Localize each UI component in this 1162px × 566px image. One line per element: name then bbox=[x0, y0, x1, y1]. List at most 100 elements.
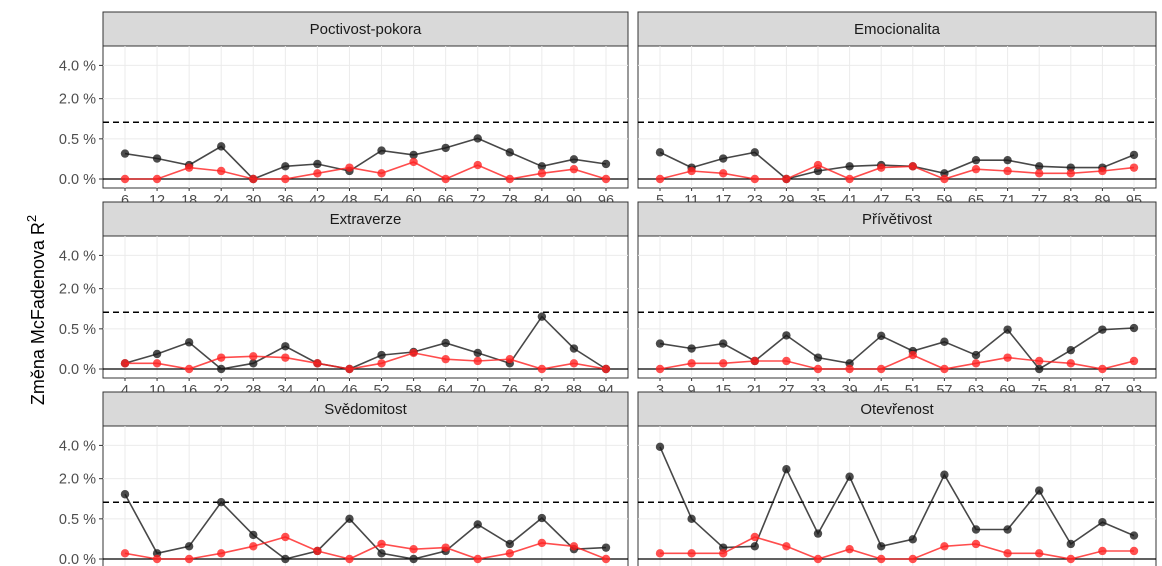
data-point-red bbox=[409, 544, 418, 554]
x-tick-label: 4 bbox=[121, 383, 129, 399]
data-point-red bbox=[281, 174, 290, 184]
data-point-red bbox=[1003, 353, 1012, 362]
y-tick-label: 2.0 % bbox=[59, 282, 96, 298]
data-point-red bbox=[441, 543, 450, 552]
data-point-black bbox=[1066, 345, 1076, 355]
data-point-red bbox=[152, 174, 162, 184]
data-point-red bbox=[505, 354, 514, 364]
data-point-black bbox=[1003, 155, 1012, 165]
panel-title: Svědomitost bbox=[324, 401, 407, 418]
data-point-red bbox=[719, 169, 728, 178]
data-point-red bbox=[655, 549, 665, 558]
data-point-red bbox=[217, 353, 226, 362]
panel-title: Emocionalita bbox=[854, 21, 941, 38]
data-point-red bbox=[345, 554, 354, 564]
data-point-red bbox=[813, 160, 823, 170]
data-point-red bbox=[505, 174, 514, 184]
data-point-black bbox=[281, 554, 290, 564]
x-tick-label: 6 bbox=[121, 193, 129, 209]
data-point-red bbox=[569, 164, 579, 174]
data-point-black bbox=[1129, 323, 1139, 333]
panel-plot-area bbox=[637, 425, 1157, 566]
data-point-red bbox=[217, 166, 226, 176]
data-point-red bbox=[1129, 163, 1139, 172]
data-point-red bbox=[845, 174, 854, 184]
data-point-black bbox=[908, 535, 917, 544]
y-tick-label: 4.0 % bbox=[59, 248, 96, 264]
data-point-red bbox=[313, 169, 322, 178]
data-point-black bbox=[473, 348, 482, 358]
data-point-red bbox=[569, 542, 579, 551]
data-point-black bbox=[971, 350, 981, 360]
data-point-red bbox=[281, 532, 290, 542]
data-point-black bbox=[473, 134, 482, 143]
data-point-red bbox=[473, 356, 482, 366]
data-point-red bbox=[908, 350, 917, 360]
data-point-black bbox=[719, 154, 728, 163]
series-line-red bbox=[124, 536, 607, 560]
y-tick-label: 2.0 % bbox=[59, 472, 96, 488]
panel-strip bbox=[102, 201, 629, 237]
data-point-red bbox=[184, 163, 194, 172]
data-point-red bbox=[601, 174, 611, 184]
data-point-black bbox=[217, 498, 226, 507]
data-point-red bbox=[281, 353, 290, 362]
data-point-black bbox=[249, 530, 258, 540]
data-point-black bbox=[655, 339, 665, 348]
series-line-red bbox=[659, 164, 1135, 180]
data-point-black bbox=[249, 359, 258, 368]
data-point-red bbox=[877, 364, 886, 374]
data-point-black bbox=[655, 148, 665, 157]
data-point-black bbox=[505, 148, 514, 157]
y-tick-label: 4.0 % bbox=[59, 58, 96, 74]
y-tick-label: 2.0 % bbox=[59, 92, 96, 108]
y-tick-label: 0.0 % bbox=[59, 362, 96, 378]
data-point-black bbox=[655, 442, 665, 452]
data-point-red bbox=[813, 364, 823, 374]
series-line-black bbox=[124, 137, 607, 180]
data-point-black bbox=[313, 159, 322, 169]
data-point-red bbox=[1098, 364, 1107, 374]
data-point-red bbox=[441, 354, 450, 364]
data-point-red bbox=[1098, 546, 1107, 556]
panel-title: Extraverze bbox=[330, 211, 402, 228]
data-point-red bbox=[505, 549, 514, 558]
data-point-red bbox=[845, 364, 854, 374]
data-point-red bbox=[1066, 359, 1076, 368]
data-point-black bbox=[601, 159, 611, 169]
data-point-red bbox=[845, 544, 854, 554]
data-point-black bbox=[940, 470, 949, 479]
data-point-red bbox=[120, 359, 130, 368]
data-point-black bbox=[1035, 486, 1044, 495]
data-point-red bbox=[249, 542, 258, 551]
data-point-black bbox=[845, 472, 854, 481]
y-tick-label: 0.5 % bbox=[59, 132, 96, 148]
data-point-black bbox=[601, 543, 611, 552]
data-point-black bbox=[750, 148, 759, 157]
data-point-black bbox=[537, 162, 547, 171]
x-tick-label: 9 bbox=[688, 383, 696, 399]
data-point-red bbox=[537, 364, 547, 374]
x-tick-label: 3 bbox=[656, 383, 664, 399]
data-point-red bbox=[184, 364, 194, 374]
data-point-red bbox=[877, 554, 886, 564]
data-point-black bbox=[782, 464, 791, 474]
data-point-red bbox=[601, 364, 611, 374]
panel-strip bbox=[102, 391, 629, 427]
data-point-black bbox=[687, 514, 696, 524]
data-point-red bbox=[687, 549, 696, 558]
data-point-black bbox=[569, 344, 579, 353]
data-point-red bbox=[601, 554, 611, 564]
data-point-black bbox=[813, 353, 823, 362]
data-point-red bbox=[1129, 356, 1139, 366]
data-point-red bbox=[750, 356, 759, 366]
data-point-black bbox=[1066, 539, 1076, 549]
data-point-red bbox=[120, 549, 130, 558]
data-point-red bbox=[750, 174, 759, 184]
data-point-red bbox=[345, 163, 354, 172]
